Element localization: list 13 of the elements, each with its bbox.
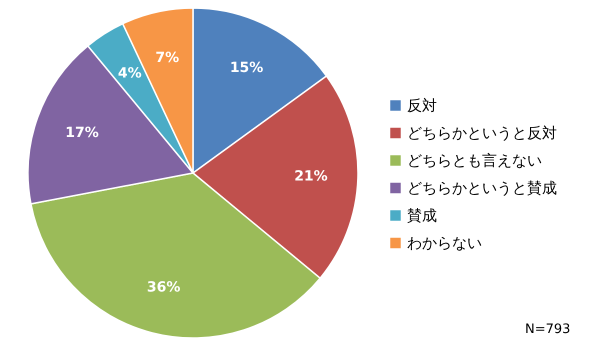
data-label: 4% [118, 65, 142, 82]
data-label: 21% [294, 168, 328, 185]
legend-label: どちらとも言えない [407, 152, 542, 170]
legend-label: わからない [407, 234, 482, 252]
legend-label: 反対 [407, 96, 437, 114]
data-label: 17% [65, 125, 99, 142]
text: N=793 [525, 322, 570, 337]
legend-label: 賛成 [407, 206, 437, 224]
legend-label: どちらかというと賛成 [407, 179, 557, 197]
legend-label: どちらかというと反対 [407, 124, 557, 142]
data-label: 7% [155, 50, 180, 66]
data-label: 15% [230, 60, 264, 76]
data-label: 36% [146, 279, 180, 296]
